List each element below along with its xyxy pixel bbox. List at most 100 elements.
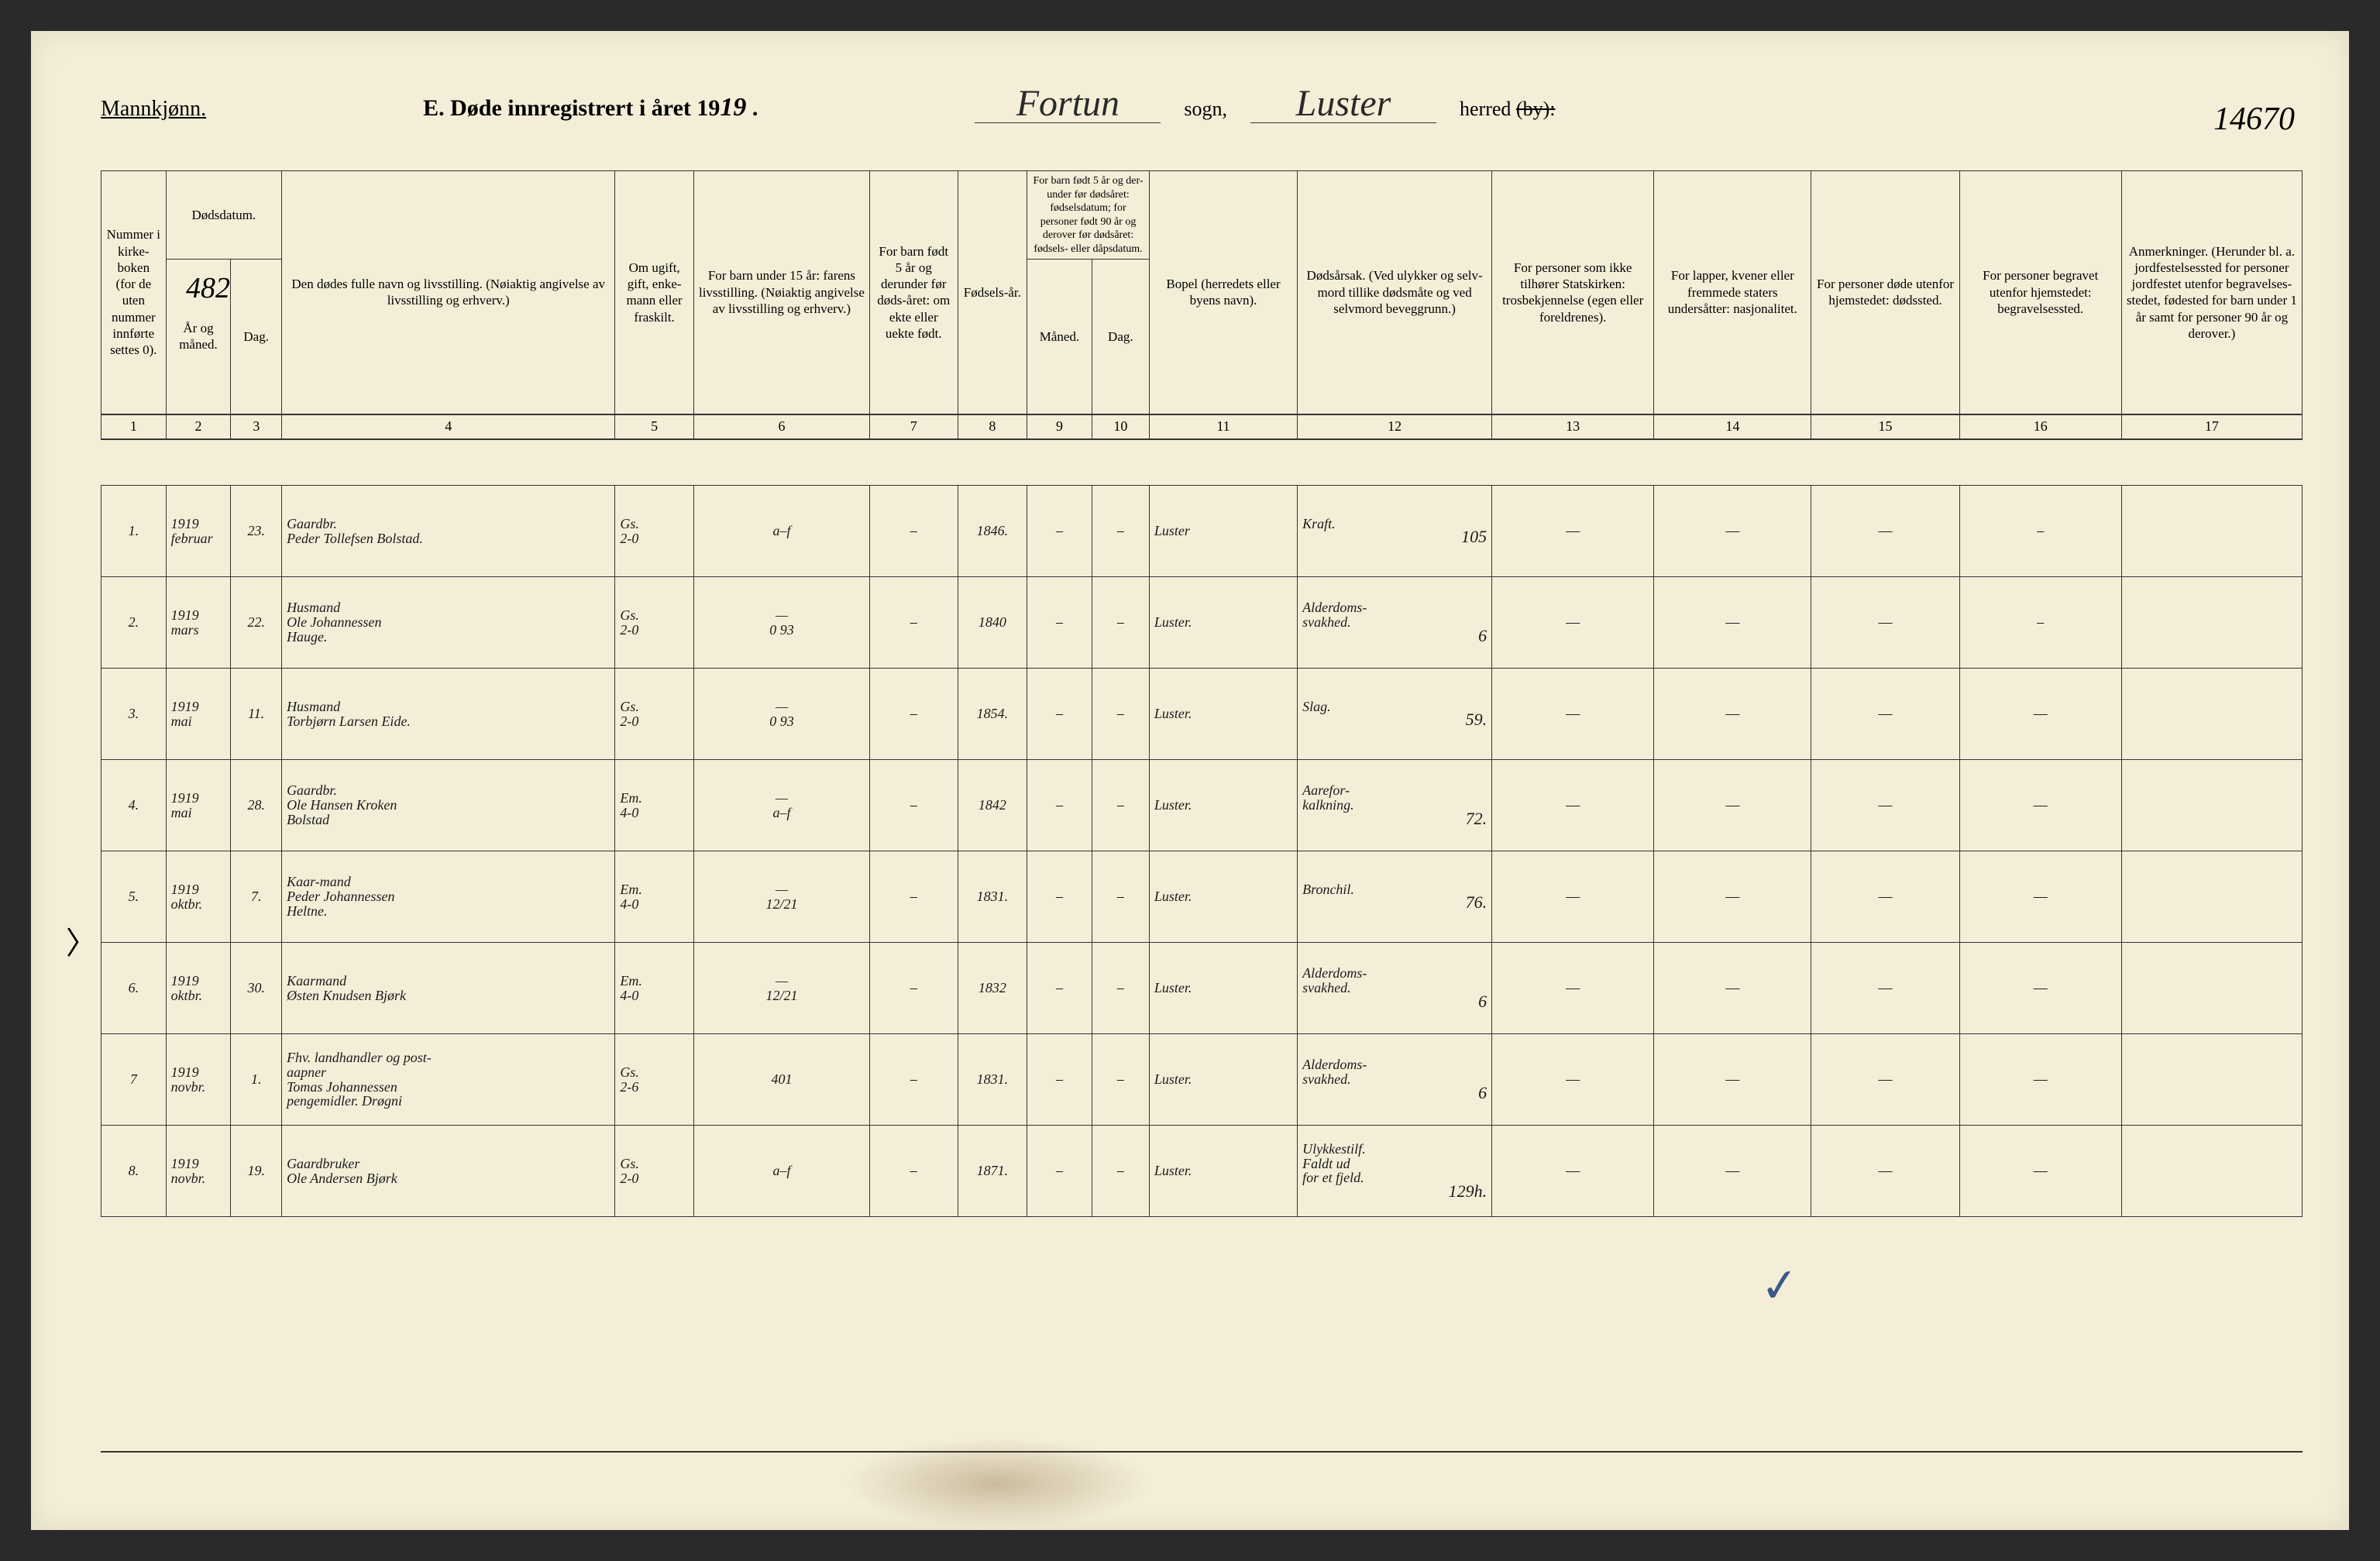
cell-c14: — — [1654, 851, 1811, 943]
col-header-10: Dag. — [1092, 260, 1149, 414]
cell-status: Em. 4-0 — [615, 943, 694, 1034]
cell-c14: — — [1654, 669, 1811, 760]
cell-col7: – — [869, 1034, 958, 1126]
cell-c13: — — [1492, 1126, 1654, 1217]
cell-c9: – — [1027, 577, 1092, 669]
cell-c10: – — [1092, 851, 1149, 943]
sogn-herred-area: Fortun sogn, Luster herred (by): — [975, 85, 1555, 123]
page-stain — [842, 1437, 1152, 1530]
col-header-16: For personer begravet utenfor hjemstedet… — [1959, 171, 2121, 414]
cell-c16: — — [1959, 669, 2121, 760]
cell-c15: — — [1811, 1126, 1959, 1217]
cell-status: Gs. 2-0 — [615, 486, 694, 577]
col-header-11: Bopel (herredets eller byens navn). — [1149, 171, 1297, 414]
title-period: . — [746, 95, 758, 121]
colnum-17: 17 — [2121, 414, 2302, 439]
cell-c16: — — [1959, 1034, 2121, 1126]
cell-col6: a–f — [693, 1126, 869, 1217]
page-header: Mannkjønn. E. Døde innregistrert i året … — [101, 85, 2303, 147]
cell-c13: — — [1492, 760, 1654, 851]
cell-col6: — 0 93 — [693, 669, 869, 760]
cell-year-month: 1919februar — [166, 486, 231, 577]
herred-struck: (by): — [1516, 98, 1556, 120]
table-row: 7 1919novbr. 1. Fhv. landhandler og post… — [101, 1034, 2303, 1126]
colnum-7: 7 — [869, 414, 958, 439]
cell-col7: – — [869, 1126, 958, 1217]
cell-col6: — 12/21 — [693, 943, 869, 1034]
cell-c13: — — [1492, 1034, 1654, 1126]
row-number: 4. — [101, 760, 167, 851]
table-row: 2. 1919mars 22. Husmand Ole Johannessen … — [101, 577, 2303, 669]
cell-c16: — — [1959, 760, 2121, 851]
col-header-1: Nummer i kirke-boken (for de uten nummer… — [101, 171, 167, 414]
cell-bopel: Luster. — [1149, 669, 1297, 760]
cell-status: Gs. 2-0 — [615, 669, 694, 760]
cell-c14: — — [1654, 1126, 1811, 1217]
cell-name: Gaardbr. Ole Hansen Kroken Bolstad — [282, 760, 615, 851]
cell-c16: — — [1959, 1126, 2121, 1217]
cell-c17 — [2121, 577, 2302, 669]
cell-col7: – — [869, 760, 958, 851]
blue-checkmark: ✓ — [1758, 1257, 1801, 1315]
cell-c16: — — [1959, 943, 2121, 1034]
table-row: 8. 1919novbr. 19. Gaardbruker Ole Anders… — [101, 1126, 2303, 1217]
cell-bopel: Luster. — [1149, 1034, 1297, 1126]
cell-c16: — — [1959, 851, 2121, 943]
cell-year-month: 1919mai — [166, 760, 231, 851]
cell-c9: – — [1027, 943, 1092, 1034]
cell-c17 — [2121, 1126, 2302, 1217]
cell-c10: – — [1092, 760, 1149, 851]
colnum-15: 15 — [1811, 414, 1959, 439]
spacer-row — [101, 439, 2303, 486]
cell-birthyear: 1831. — [958, 1034, 1027, 1126]
page-number: 14670 — [2213, 101, 2295, 138]
row-number: 7 — [101, 1034, 167, 1126]
cell-birthyear: 1854. — [958, 669, 1027, 760]
cell-c15: — — [1811, 577, 1959, 669]
cell-c14: — — [1654, 1034, 1811, 1126]
cell-c17 — [2121, 669, 2302, 760]
cell-birthyear: 1846. — [958, 486, 1027, 577]
col-header-17: Anmerkninger. (Herunder bl. a. jordfeste… — [2121, 171, 2302, 414]
cell-birthyear: 1832 — [958, 943, 1027, 1034]
cell-c13: — — [1492, 851, 1654, 943]
title-prefix: E. Døde innregistrert i året 1919 . — [423, 93, 758, 122]
cell-year-month: 1919mars — [166, 577, 231, 669]
cell-c9: – — [1027, 851, 1092, 943]
sogn-label: sogn, — [1184, 98, 1227, 121]
cell-c9: – — [1027, 486, 1092, 577]
bottom-rule — [101, 1451, 2303, 1453]
colnum-9: 9 — [1027, 414, 1092, 439]
cell-cause: Bronchil.76. — [1298, 851, 1492, 943]
cell-c15: — — [1811, 851, 1959, 943]
colnum-6: 6 — [693, 414, 869, 439]
cell-name: Gaardbr. Peder Tollefsen Bolstad. — [282, 486, 615, 577]
cell-col7: – — [869, 577, 958, 669]
cell-col7: – — [869, 486, 958, 577]
cell-cause: Alderdoms- svakhed.6 — [1298, 577, 1492, 669]
cell-status: Gs. 2-0 — [615, 1126, 694, 1217]
extra-number-482: 482 — [186, 271, 230, 305]
col-header-9: Måned. — [1027, 260, 1092, 414]
cell-col6: 401 — [693, 1034, 869, 1126]
row-number: 2. — [101, 577, 167, 669]
cell-c9: – — [1027, 760, 1092, 851]
cell-cause: Slag.59. — [1298, 669, 1492, 760]
colnum-8: 8 — [958, 414, 1027, 439]
title-text: E. Døde innregistrert i året 19 — [423, 95, 720, 121]
row-number: 8. — [101, 1126, 167, 1217]
cell-c15: — — [1811, 1034, 1959, 1126]
colnum-3: 3 — [231, 414, 282, 439]
cell-day: 30. — [231, 943, 282, 1034]
ledger-page: Mannkjønn. E. Døde innregistrert i året … — [31, 31, 2349, 1530]
col-header-3: Dag. — [231, 260, 282, 414]
cell-c13: — — [1492, 943, 1654, 1034]
gender-label: Mannkjønn. — [101, 97, 206, 122]
cell-day: 19. — [231, 1126, 282, 1217]
cell-c16: – — [1959, 577, 2121, 669]
cell-c13: — — [1492, 669, 1654, 760]
cell-col6: — a–f — [693, 760, 869, 851]
col-header-8: Fødsels-år. — [958, 171, 1027, 414]
cell-c15: — — [1811, 943, 1959, 1034]
colnum-12: 12 — [1298, 414, 1492, 439]
